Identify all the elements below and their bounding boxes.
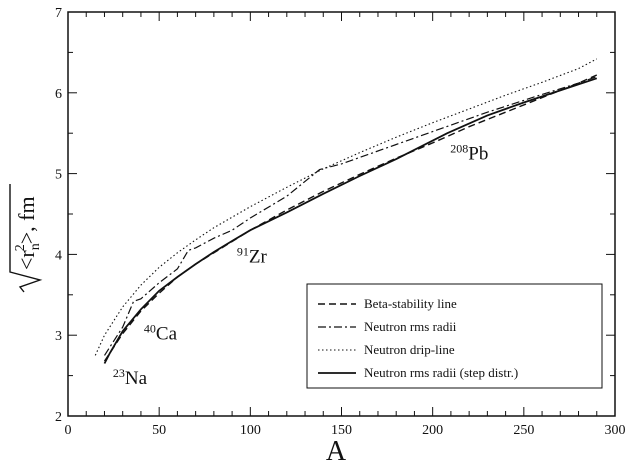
y-tick-label: 3 xyxy=(55,329,62,344)
axis-ticks xyxy=(67,11,616,417)
isotope-symbol: Na xyxy=(125,368,148,389)
isotope-mass-number: 208 xyxy=(450,141,468,155)
series-line-2 xyxy=(103,76,598,356)
isotope-mass-number: 91 xyxy=(237,245,249,259)
legend-label-4: Neutron rms radii (step distr.) xyxy=(364,365,518,380)
x-tick-label: 150 xyxy=(331,423,352,438)
isotope-label-3: 91Zr xyxy=(237,245,268,268)
y-axis-title-sub: n xyxy=(28,243,43,250)
series-line-4 xyxy=(103,77,598,364)
y-tick-label: 6 xyxy=(55,87,62,102)
svg-text:<rn2>, fm: <rn2>, fm xyxy=(13,196,43,270)
y-axis-title-close: > xyxy=(14,232,39,244)
y-tick-label: 5 xyxy=(55,168,62,183)
isotope-symbol: Ca xyxy=(156,323,178,344)
y-axis-title-sup: 2 xyxy=(13,244,28,251)
legend-label-2: Neutron rms radii xyxy=(364,319,457,334)
x-tick-label: 0 xyxy=(65,423,72,438)
x-tick-label: 250 xyxy=(513,423,534,438)
x-tick-label: 100 xyxy=(240,423,261,438)
isotope-label-2: 40Ca xyxy=(144,321,178,344)
legend-box xyxy=(306,283,603,389)
isotope-mass-number: 23 xyxy=(113,366,125,380)
y-tick-labels: 2 3 4 5 6 7 xyxy=(55,6,62,425)
isotope-mass-number: 40 xyxy=(144,321,156,335)
isotope-symbol: Pb xyxy=(468,143,488,164)
x-tick-labels: 0 50 100 150 200 250 300 xyxy=(65,423,626,438)
y-axis-title-open: <r xyxy=(14,250,39,270)
legend-label-3: Neutron drip-line xyxy=(364,342,455,357)
y-axis-title-unit: , fm xyxy=(14,196,39,231)
y-tick-label: 4 xyxy=(55,248,62,263)
x-tick-label: 50 xyxy=(152,423,166,438)
isotope-label-4: 208Pb xyxy=(450,141,488,164)
legend: Beta-stability line Neutron rms radii Neut… xyxy=(306,283,603,389)
x-tick-label: 300 xyxy=(605,423,626,438)
legend-label-1: Beta-stability line xyxy=(364,296,457,311)
x-axis-title: A xyxy=(326,436,347,467)
annotation-layer: 23Na 40Ca 91Zr 208Pb xyxy=(113,141,488,389)
y-tick-label: 7 xyxy=(55,6,62,21)
x-tick-label: 200 xyxy=(422,423,443,438)
series-layer xyxy=(94,58,598,364)
y-tick-label: 2 xyxy=(55,410,62,425)
sqrt-symbol xyxy=(9,184,43,293)
isotope-symbol: Zr xyxy=(249,247,268,268)
series-line-3 xyxy=(94,58,598,356)
isotope-label-1: 23Na xyxy=(113,366,148,389)
y-axis-title: <rn2>, fm xyxy=(9,184,43,293)
